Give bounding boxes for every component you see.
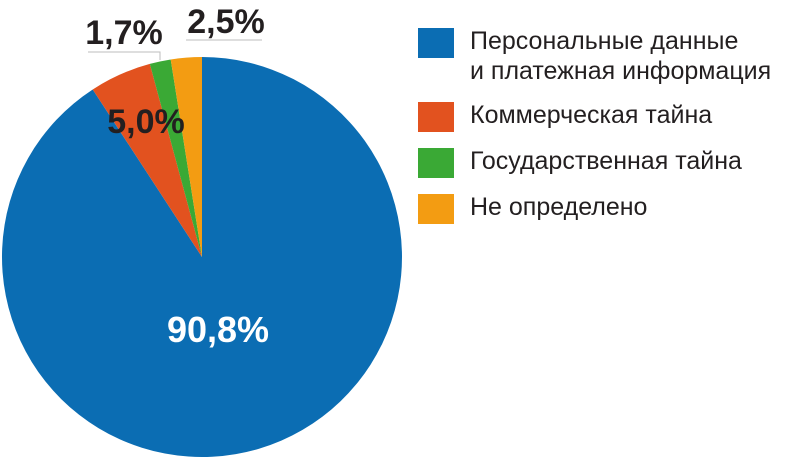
legend-label-line-1: Коммерческая тайна xyxy=(470,101,713,129)
chart-legend: Персональные данные и платежная информац… xyxy=(418,26,798,238)
slice-label-state-secret: 1,7% xyxy=(85,14,163,52)
legend-label-line-1: Персональные данные xyxy=(470,27,739,55)
legend-swatch-commercial-secret xyxy=(418,102,454,132)
legend-label-commercial-secret: Коммерческая тайна xyxy=(470,100,712,130)
legend-item-state-secret: Государственная тайна xyxy=(418,146,798,178)
legend-label-personal-data: Персональные данные и платежная информац… xyxy=(470,26,771,86)
legend-swatch-state-secret xyxy=(418,148,454,178)
leader-line xyxy=(88,51,161,60)
legend-label-line-2: и платежная информация xyxy=(470,57,772,85)
legend-label-line-1: Государственная тайна xyxy=(470,147,742,175)
legend-label-undefined: Не определено xyxy=(470,192,647,222)
slice-label-commercial-secret: 5,0% xyxy=(107,103,185,141)
slice-commercial-secret xyxy=(92,63,202,257)
slice-state-secret xyxy=(149,59,202,258)
legend-item-personal-data: Персональные данные и платежная информац… xyxy=(418,26,798,86)
slice-undefined xyxy=(170,57,202,257)
legend-item-commercial-secret: Коммерческая тайна xyxy=(418,100,798,132)
slice-label-personal-data: 90,8% xyxy=(167,309,269,350)
legend-label-state-secret: Государственная тайна xyxy=(470,146,742,176)
legend-swatch-undefined xyxy=(418,194,454,224)
legend-swatch-personal-data xyxy=(418,28,454,58)
slice-personal-data xyxy=(1,57,402,457)
legend-label-line-1: Не определено xyxy=(470,193,648,221)
slice-label-undefined: 2,5% xyxy=(187,3,265,41)
legend-item-undefined: Не определено xyxy=(418,192,798,224)
